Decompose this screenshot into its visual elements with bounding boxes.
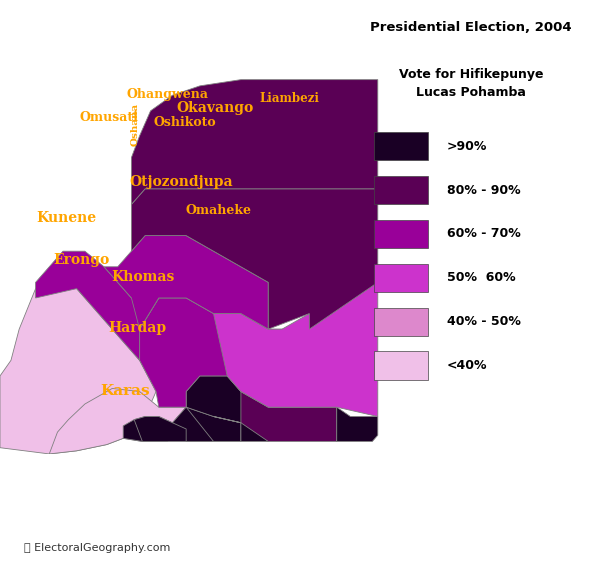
Polygon shape: [214, 392, 336, 442]
Text: Okavango: Okavango: [176, 100, 254, 114]
Text: 60% - 70%: 60% - 70%: [447, 228, 521, 241]
Text: 🌐 ElectoralGeography.com: 🌐 ElectoralGeography.com: [24, 542, 170, 553]
Text: 80% - 90%: 80% - 90%: [447, 183, 521, 196]
Text: Omusati: Omusati: [79, 111, 138, 123]
Text: >90%: >90%: [447, 140, 487, 153]
Bar: [374, 132, 428, 160]
Polygon shape: [0, 288, 156, 454]
Text: Liambezi: Liambezi: [259, 91, 319, 105]
Polygon shape: [214, 282, 378, 416]
Polygon shape: [132, 189, 378, 329]
Bar: [374, 351, 428, 380]
Text: Oshikoto: Oshikoto: [153, 116, 216, 130]
Polygon shape: [104, 236, 268, 329]
Polygon shape: [140, 298, 309, 407]
Text: Erongo: Erongo: [54, 253, 110, 267]
Text: Hardap: Hardap: [108, 321, 166, 335]
Polygon shape: [173, 376, 268, 442]
Polygon shape: [132, 80, 378, 204]
Text: Khomas: Khomas: [111, 270, 175, 284]
Text: Ohangwena: Ohangwena: [126, 88, 208, 101]
Text: Kunene: Kunene: [36, 211, 97, 225]
Polygon shape: [36, 251, 159, 360]
Polygon shape: [134, 407, 241, 442]
Text: <40%: <40%: [447, 359, 487, 372]
Bar: [374, 220, 428, 248]
Text: 40% - 50%: 40% - 50%: [447, 315, 521, 328]
Polygon shape: [50, 388, 186, 454]
Bar: [374, 264, 428, 292]
Polygon shape: [123, 416, 186, 442]
Text: 50%  60%: 50% 60%: [447, 272, 516, 284]
Text: Vote for Hifikepunye
Lucas Pohamba: Vote for Hifikepunye Lucas Pohamba: [399, 67, 544, 99]
Text: Omaheke: Omaheke: [186, 204, 252, 217]
Polygon shape: [336, 407, 378, 442]
Text: Oshana: Oshana: [130, 103, 140, 146]
Text: Otjozondjupa: Otjozondjupa: [129, 175, 233, 189]
Bar: [374, 307, 428, 336]
Text: Presidential Election, 2004: Presidential Election, 2004: [370, 21, 572, 34]
Text: Karas: Karas: [101, 384, 150, 398]
Bar: [374, 176, 428, 204]
